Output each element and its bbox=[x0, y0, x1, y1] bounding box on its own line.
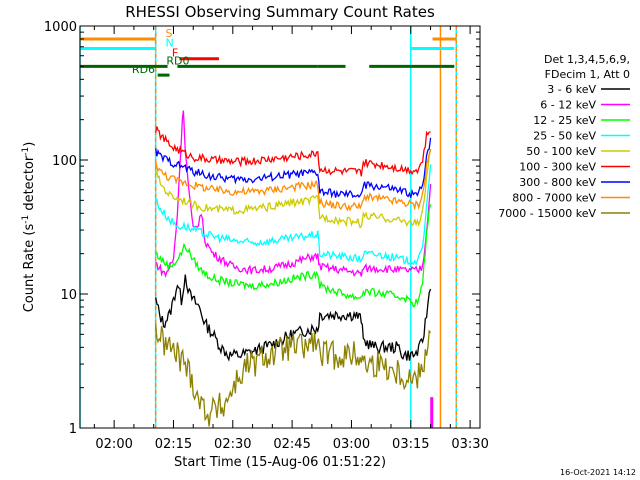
x-tick-label-3: 02:30 bbox=[214, 437, 251, 452]
x-tick-label-6: 03:15 bbox=[392, 437, 429, 452]
y-tick-label-1: 1 bbox=[69, 422, 77, 437]
plot-frame bbox=[79, 25, 481, 429]
state-label-rd6: RD6 bbox=[132, 63, 155, 76]
x-tick-label-1: 02:00 bbox=[95, 437, 132, 452]
series-line-7000-15000-kev bbox=[155, 323, 432, 427]
chart-title: RHESSI Observing Summary Count Rates bbox=[125, 3, 435, 21]
legend-header-detectors: Det 1,3,4,5,6,9, bbox=[544, 53, 630, 66]
x-tick-label-4: 02:45 bbox=[273, 437, 310, 452]
legend-label-50-100-kev: 50 - 100 keV bbox=[526, 145, 596, 158]
series-line-800-7000-kev bbox=[155, 148, 432, 212]
state-label-n: N bbox=[166, 36, 174, 49]
y-axis-label: Count Rate (s-1 detector-1) bbox=[21, 142, 37, 313]
x-tick-label-7: 03:30 bbox=[451, 437, 488, 452]
legend-label-6-12-kev: 6 - 12 keV bbox=[540, 99, 596, 112]
x-axis: 02:00 02:15 02:30 02:45 03:00 03:15 03:30 bbox=[93, 26, 489, 452]
legend-label-12-25-kev: 12 - 25 keV bbox=[533, 114, 596, 127]
legend-label-7000-15000-kev: 7000 - 15000 keV bbox=[498, 207, 596, 220]
state-label-s: S bbox=[166, 27, 173, 40]
series-line-6-12-kev bbox=[155, 110, 432, 278]
legend: Det 1,3,4,5,6,9, FDecim 1, Att 0 3 - 6 k… bbox=[498, 53, 630, 220]
state-label-rd0: RD0 bbox=[166, 54, 189, 67]
legend-header-decimation: FDecim 1, Att 0 bbox=[545, 68, 630, 81]
x-axis-label: Start Time (15-Aug-06 01:51:22) bbox=[174, 455, 386, 470]
y-axis: 1 10 100 1000 bbox=[44, 20, 480, 437]
y-tick-label-2: 10 bbox=[60, 288, 77, 303]
series-line-25-50-kev bbox=[155, 164, 432, 266]
state-label-f: F bbox=[172, 47, 178, 60]
legend-label-300-800-kev: 300 - 800 keV bbox=[519, 176, 596, 189]
y-tick-label-4: 1000 bbox=[44, 20, 77, 35]
series-line-3-6-kev bbox=[155, 274, 432, 362]
series-line-12-25-kev bbox=[155, 204, 432, 308]
series-line-100-300-kev bbox=[155, 126, 431, 177]
series-line-300-800-kev bbox=[155, 137, 432, 199]
legend-label-800-7000-kev: 800 - 7000 keV bbox=[512, 192, 596, 205]
y-tick-label-3: 100 bbox=[52, 154, 77, 169]
x-tick-label-5: 03:00 bbox=[333, 437, 370, 452]
x-tick-label-2: 02:15 bbox=[155, 437, 192, 452]
legend-label-3-6-kev: 3 - 6 keV bbox=[547, 83, 596, 96]
series-line-50-100-kev bbox=[155, 149, 432, 229]
legend-label-100-300-kev: 100 - 300 keV bbox=[519, 161, 596, 174]
legend-label-25-50-kev: 25 - 50 keV bbox=[533, 130, 596, 143]
timestamp: 16-Oct-2021 14:12 bbox=[560, 468, 636, 477]
